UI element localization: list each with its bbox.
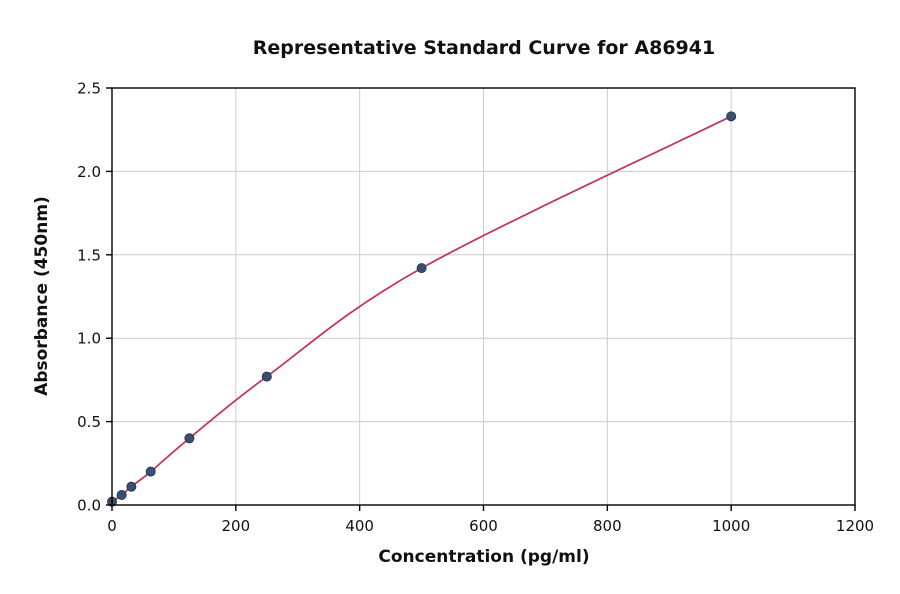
data-point-marker [184,433,195,444]
x-tick-label: 400 [345,517,374,535]
x-tick-label: 600 [469,517,498,535]
y-tick-label: 1.0 [77,330,101,348]
chart-title: Representative Standard Curve for A86941 [253,37,715,59]
tick-layer: 0 200 400 600 800 1000 1200 0.0 0.5 1.0 1.5 2.0 2.5 [77,80,874,536]
x-axis-label: Concentration (pg/ml) [378,547,589,567]
data-point-marker [126,481,137,492]
y-tick-label: 2.5 [77,80,101,98]
curve-line [111,115,732,503]
x-tick-label: 800 [593,517,622,535]
data-point-marker [116,489,127,500]
data-point-marker [416,263,427,274]
y-tick-label: 0.0 [77,497,101,515]
data-point-marker [261,371,272,382]
data-point-marker [145,466,156,477]
grid-layer [111,87,856,506]
x-tick-label: 0 [107,517,117,535]
data-point-marker [726,111,737,122]
series-layer [107,111,737,507]
x-tick-label: 200 [222,517,251,535]
y-tick-label: 2.0 [77,163,101,181]
y-axis-label: Absorbance (450nm) [32,196,52,396]
y-tick-label: 1.5 [77,246,101,264]
y-tick-label: 0.5 [77,413,101,431]
x-tick-label: 1000 [712,517,750,535]
x-tick-label: 1200 [836,517,874,535]
